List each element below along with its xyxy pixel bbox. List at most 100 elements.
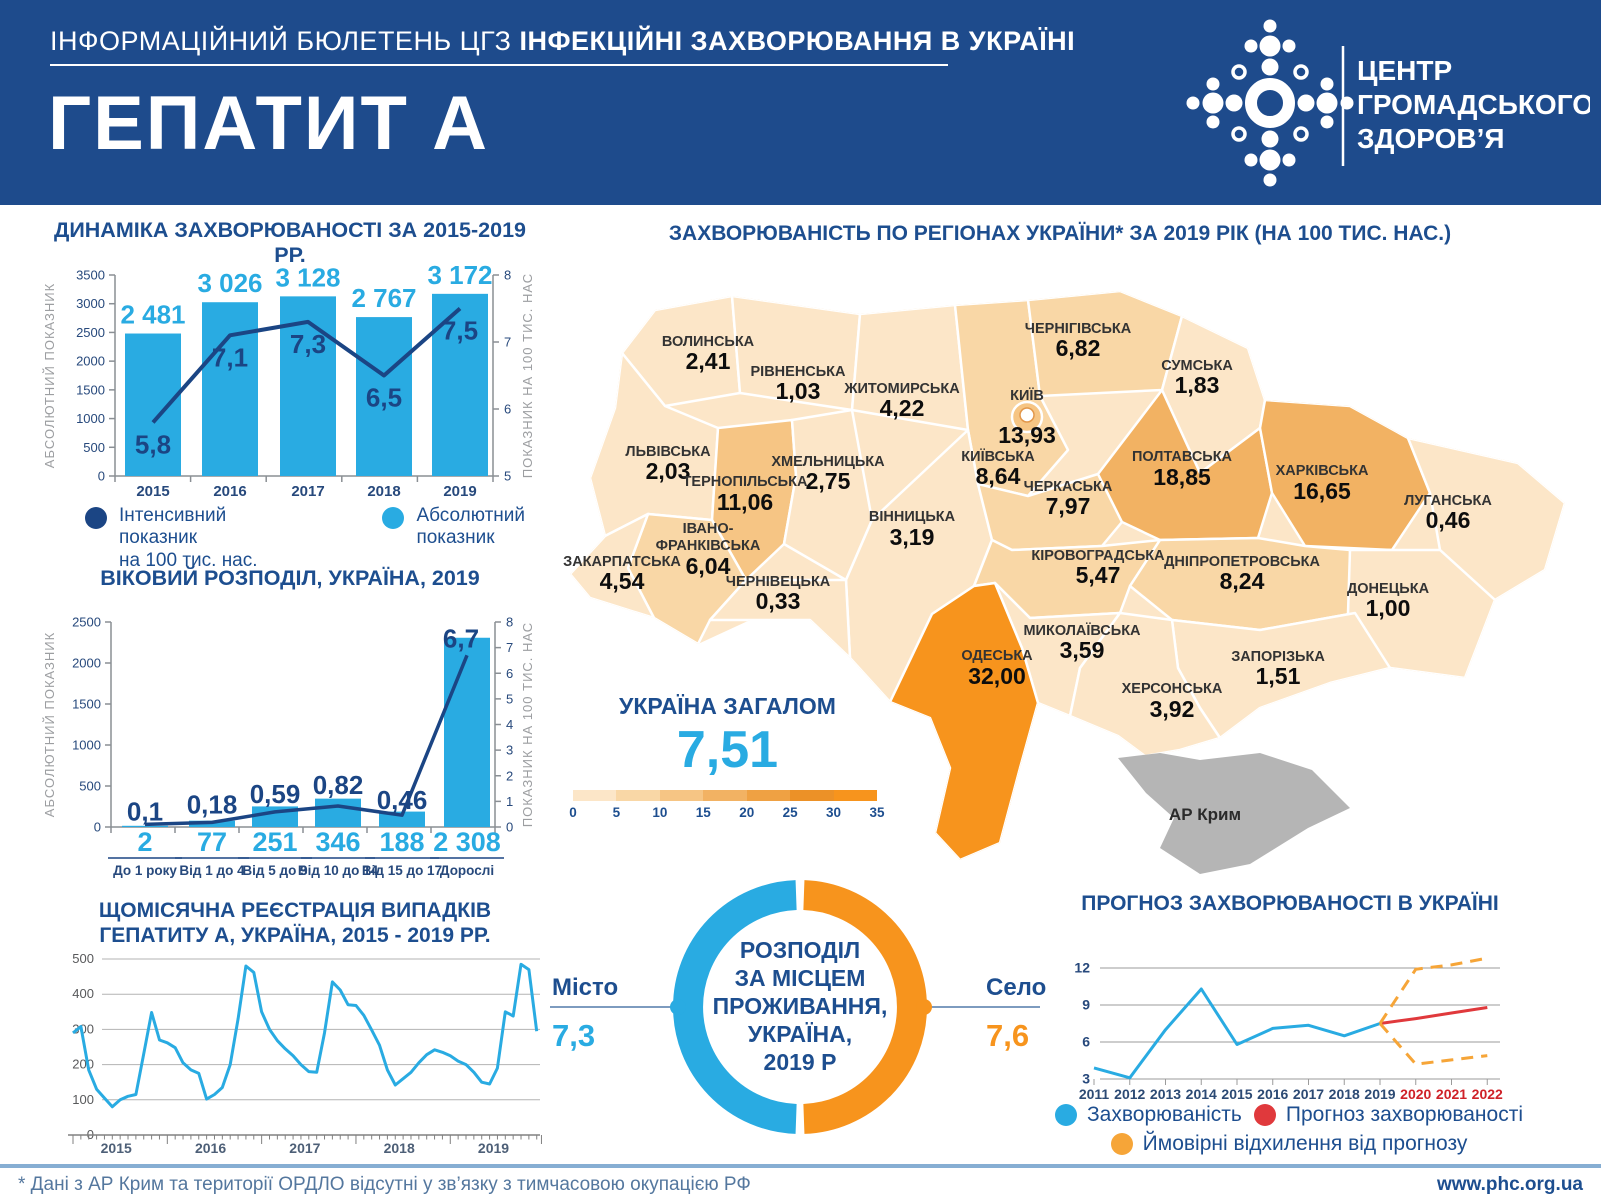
svg-text:2,41: 2,41	[686, 348, 731, 374]
series-3	[1378, 1022, 1488, 1066]
x-tick-year: 2019	[478, 1140, 509, 1156]
bulletin-prefix: ІНФОРМАЦІЙНИЙ БЮЛЕТЕНЬ ЦГЗ	[50, 26, 512, 56]
x-tick-year: 2022	[1472, 1086, 1503, 1102]
svg-text:КИЇВСЬКА: КИЇВСЬКА	[961, 448, 1035, 465]
y-left-axis-label: АБСОЛЮТНИЙ ПОКАЗНИК	[42, 283, 57, 468]
y-left-tick: 500	[79, 779, 101, 794]
ukraine-total-value: 7,51	[676, 721, 779, 779]
scale-segment-6	[833, 790, 877, 801]
line-value-label: 7,5	[442, 316, 478, 346]
scale-segment-2	[659, 790, 704, 801]
y-right-tick: 5	[504, 469, 511, 484]
dynamics-title: ДИНАМІКА ЗАХВОРЮВАНОСТІ ЗА 2015-2019 РР.	[54, 218, 526, 267]
scale-tick-0: 0	[569, 805, 577, 820]
x-tick-year: 2013	[1150, 1086, 1181, 1102]
region-shapes	[570, 291, 1565, 860]
svg-text:ВОЛИНСЬКА: ВОЛИНСЬКА	[662, 334, 755, 350]
bar-2018	[356, 317, 412, 476]
site-link[interactable]: www.phc.org.ua	[1436, 1174, 1583, 1195]
donut-slice-selo	[803, 880, 927, 1134]
svg-text:2,03: 2,03	[646, 458, 691, 484]
footnote: * Дані з АР Крим та території ОРДЛО відс…	[18, 1174, 751, 1195]
footer-rule	[0, 1164, 1601, 1168]
org-line-2: ГРОМАДСЬКОГО	[1357, 89, 1590, 120]
y-right-tick: 7	[504, 335, 511, 350]
scale-tick-15: 15	[695, 805, 711, 820]
y-left-tick: 2500	[76, 325, 105, 340]
y-right-tick: 0	[506, 820, 513, 835]
line-value-label: 0,1	[127, 796, 163, 826]
monthly-line	[72, 962, 539, 1109]
svg-text:ФРАНКІВСЬКА: ФРАНКІВСЬКА	[656, 538, 761, 554]
bar-value-label: 346	[315, 827, 360, 857]
y-tick: 500	[72, 951, 94, 966]
bar-value-label: 2 308	[433, 827, 501, 857]
svg-text:ОДЕСЬКА: ОДЕСЬКА	[961, 648, 1033, 664]
color-scale: 0 5 10 15 20 25 30 35	[565, 790, 885, 824]
bar-value-label: 2 767	[351, 283, 416, 313]
x-tick-year: 2020	[1400, 1086, 1431, 1102]
svg-text:5,47: 5,47	[1076, 562, 1121, 588]
phc-logo: ЦЕНТР ГРОМАДСЬКОГО ЗДОРОВ’Я	[1186, 19, 1590, 187]
region-chernivetska	[708, 578, 852, 660]
line-value-label: 0,59	[250, 779, 301, 809]
svg-text:ЛЬВІВСЬКА: ЛЬВІВСЬКА	[625, 444, 711, 460]
line-value-label: 0,18	[187, 789, 238, 819]
forecast-title: ПРОГНОЗ ЗАХВОРЮВАНОСТІ В УКРАЇНІ	[1081, 892, 1499, 915]
scale-tick-5: 5	[612, 805, 621, 820]
scale-tick-25: 25	[782, 805, 798, 820]
monthly-title: ЩОМІСЯЧНА РЕЄСТРАЦІЯ ВИПАДКІВ ГЕПАТИТУ А…	[40, 898, 550, 948]
legend-intensive: Інтенсивний показник на 100 тис. нас.	[85, 505, 304, 572]
misto-label: Місто	[552, 974, 619, 1001]
svg-text:ДНІПРОПЕТРОВСЬКА: ДНІПРОПЕТРОВСЬКА	[1164, 554, 1320, 570]
svg-text:ЛУГАНСЬКА: ЛУГАНСЬКА	[1404, 493, 1492, 509]
x-tick-year: 2016	[195, 1140, 226, 1156]
legend-deviation: Ймовірні відхилення від прогнозу	[1110, 1132, 1467, 1156]
x-tick-category: Від 5 до 9	[242, 863, 307, 878]
region-chernihivska	[1026, 291, 1184, 398]
intensive-dot-icon	[85, 507, 107, 529]
line-value-label: 6,7	[443, 623, 479, 653]
svg-text:6,04: 6,04	[686, 553, 731, 579]
y-left-tick: 1500	[72, 697, 101, 712]
svg-text:ХМЕЛЬНИЦЬКА: ХМЕЛЬНИЦЬКА	[771, 454, 885, 470]
y-left-tick: 1500	[76, 382, 105, 397]
org-line-1: ЦЕНТР	[1357, 55, 1452, 86]
org-line-3: ЗДОРОВ’Я	[1357, 123, 1504, 154]
legend-incidence: Захворюваність	[1055, 1103, 1242, 1127]
region-zakarpatska	[570, 512, 656, 620]
logo-diagonal-ring	[1231, 64, 1247, 80]
svg-text:МИКОЛАЇВСЬКА: МИКОЛАЇВСЬКА	[1023, 622, 1141, 639]
region-odeska	[888, 581, 1040, 860]
y-right-axis-label: ПОКАЗНИК НА 100 ТИС. НАС	[520, 622, 535, 827]
x-tick-category: Від 15 до 17	[362, 863, 442, 878]
svg-text:16,65: 16,65	[1293, 478, 1351, 504]
x-tick-year: 2015	[101, 1140, 132, 1156]
x-tick-year: 2018	[1329, 1086, 1360, 1102]
svg-text:УКРАЇНА,: УКРАЇНА,	[748, 1021, 852, 1047]
bar-age-4	[379, 811, 425, 827]
y-left-tick: 1000	[72, 738, 101, 753]
svg-text:2019 Р: 2019 Р	[764, 1049, 837, 1075]
series-0	[1093, 987, 1381, 1080]
logo-text: ЦЕНТР ГРОМАДСЬКОГО ЗДОРОВ’Я	[1357, 55, 1590, 154]
line-value-label: 6,5	[366, 383, 402, 413]
legend-absolute-label2: показник	[416, 527, 495, 549]
map-title: ЗАХВОРЮВАНІСТЬ ПО РЕГІОНАХ УКРАЇНИ* ЗА 2…	[668, 222, 1452, 245]
svg-text:ЧЕРКАСЬКА: ЧЕРКАСЬКА	[1024, 479, 1113, 495]
svg-text:ЖИТОМИРСЬКА: ЖИТОМИРСЬКА	[843, 381, 960, 397]
bar-age-0	[122, 825, 168, 827]
x-tick-year: 2011	[1079, 1086, 1110, 1102]
